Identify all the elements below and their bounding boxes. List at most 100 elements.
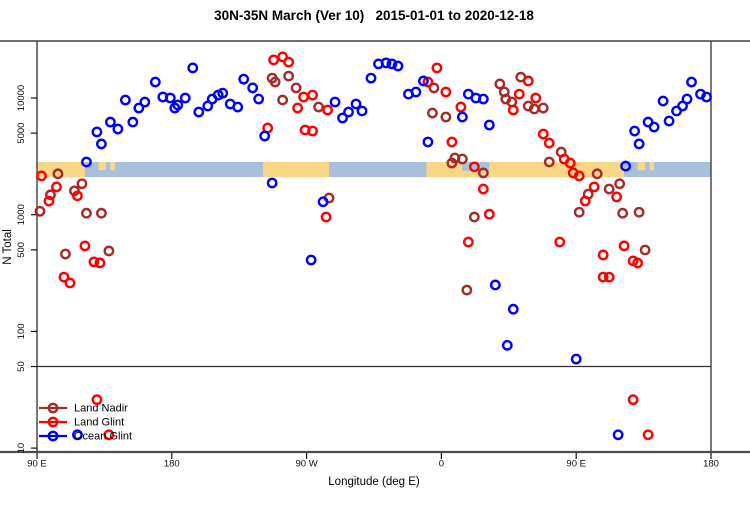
data-point-ocean-glint	[483, 119, 495, 131]
data-point-ocean-glint	[489, 279, 501, 291]
data-point-land-glint	[462, 236, 474, 248]
data-point-land-nadir	[573, 206, 585, 218]
data-point-land-nadir	[52, 168, 64, 180]
data-point-land-nadir	[461, 284, 473, 296]
data-point-ocean-glint	[612, 429, 624, 441]
data-point-ocean-glint	[501, 339, 513, 351]
legend-label: Ocean Glint	[74, 431, 132, 443]
data-point-land-glint	[94, 257, 106, 269]
data-point-land-nadir	[537, 102, 549, 114]
data-point-ocean-glint	[179, 92, 191, 104]
data-point-ocean-glint	[410, 86, 422, 98]
y-tick-label: 50	[16, 361, 27, 372]
x-axis-label: Longitude (deg E)	[328, 476, 420, 488]
data-point-land-glint	[564, 157, 576, 169]
data-point-ocean-glint	[633, 138, 645, 150]
data-point-land-nadir	[269, 76, 281, 88]
data-point-ocean-glint	[193, 106, 205, 118]
data-point-land-glint	[64, 277, 76, 289]
data-point-ocean-glint	[72, 429, 83, 441]
data-point-ocean-glint	[392, 60, 404, 72]
data-point-ocean-glint	[386, 58, 398, 70]
data-point-ocean-glint	[91, 126, 103, 138]
data-point-land-glint	[513, 88, 525, 100]
legend-marker	[47, 416, 59, 428]
data-point-land-nadir	[103, 245, 115, 257]
data-point-ocean-glint	[350, 98, 362, 110]
data-point-land-glint	[597, 249, 609, 261]
y-tick-label: 1000	[16, 204, 27, 225]
y-tick-label: 5000	[16, 123, 27, 144]
data-point-ocean-glint	[127, 116, 139, 128]
data-point-land-glint	[530, 92, 542, 104]
data-point-land-nadir	[427, 107, 438, 119]
data-point-ocean-glint	[172, 99, 184, 111]
data-point-ocean-glint	[139, 96, 151, 108]
data-point-land-glint	[320, 211, 332, 223]
x-tick-label: 180	[164, 459, 180, 470]
data-point-ocean-glint	[686, 76, 697, 88]
data-point-ocean-glint	[104, 116, 116, 128]
data-point-ocean-glint	[343, 106, 354, 118]
data-point-land-nadir	[313, 101, 324, 113]
data-point-land-nadir	[614, 178, 626, 190]
data-point-land-nadir	[81, 207, 92, 219]
data-point-ocean-glint	[620, 160, 632, 172]
data-point-land-nadir	[639, 244, 651, 256]
data-point-land-glint	[543, 137, 555, 149]
data-point-land-nadir	[591, 168, 603, 180]
data-point-land-glint	[431, 62, 443, 74]
data-point-land-glint	[477, 183, 489, 195]
data-point-ocean-glint	[317, 196, 329, 208]
data-point-land-glint	[468, 161, 480, 173]
legend: Land Nadir Land Glint Ocean Glint	[39, 403, 132, 443]
data-point-land-glint	[632, 257, 644, 269]
data-point-land-glint	[103, 429, 115, 441]
data-point-ocean-glint	[187, 62, 199, 74]
data-point-land-glint	[322, 104, 333, 116]
data-point-land-nadir	[617, 207, 629, 219]
data-point-ocean-glint	[96, 138, 107, 150]
data-point-land-nadir	[494, 78, 506, 90]
data-point-land-nadir	[428, 82, 440, 94]
data-point-ocean-glint	[232, 101, 244, 113]
data-point-land-glint	[611, 191, 623, 203]
data-point-ocean-glint	[681, 93, 693, 105]
x-tick-label: 90 E	[566, 459, 586, 470]
data-point-ocean-glint	[305, 254, 317, 266]
data-point-land-nadir	[633, 206, 645, 218]
data-point-land-nadir	[290, 82, 302, 94]
data-point-ocean-glint	[112, 123, 124, 135]
data-point-land-nadir	[283, 70, 295, 82]
data-point-ocean-glint	[701, 91, 712, 103]
data-point-ocean-glint	[217, 87, 229, 99]
data-point-ocean-glint	[456, 111, 468, 123]
data-point-land-glint	[507, 104, 519, 116]
y-tick-label: 10	[16, 443, 27, 454]
data-point-ocean-glint	[422, 136, 434, 148]
data-point-land-glint	[627, 394, 639, 406]
y-tick-label: 10000	[16, 85, 27, 111]
data-point-ocean-glint	[356, 105, 368, 117]
data-point-land-nadir	[76, 178, 88, 190]
data-point-land-glint	[72, 190, 83, 202]
band-ocean-inset	[462, 161, 490, 172]
data-point-ocean-glint	[133, 102, 145, 114]
data-point-land-glint	[440, 86, 452, 98]
data-point-land-glint	[579, 195, 591, 207]
data-point-land-glint	[43, 195, 55, 207]
data-point-land-glint	[554, 236, 566, 248]
data-point-land-glint	[483, 208, 495, 220]
legend-marker	[47, 402, 59, 414]
data-point-land-glint	[36, 170, 47, 182]
data-point-ocean-glint	[477, 93, 489, 105]
data-point-land-glint	[642, 429, 654, 441]
data-point-land-glint	[522, 75, 534, 87]
data-point-land-glint	[422, 76, 434, 88]
data-point-land-glint	[307, 89, 318, 101]
data-point-land-nadir	[96, 207, 107, 219]
legend-marker	[47, 430, 59, 442]
data-point-ocean-glint	[253, 93, 265, 105]
x-tick-label: 0	[439, 459, 444, 470]
data-point-ocean-glint	[266, 177, 278, 189]
